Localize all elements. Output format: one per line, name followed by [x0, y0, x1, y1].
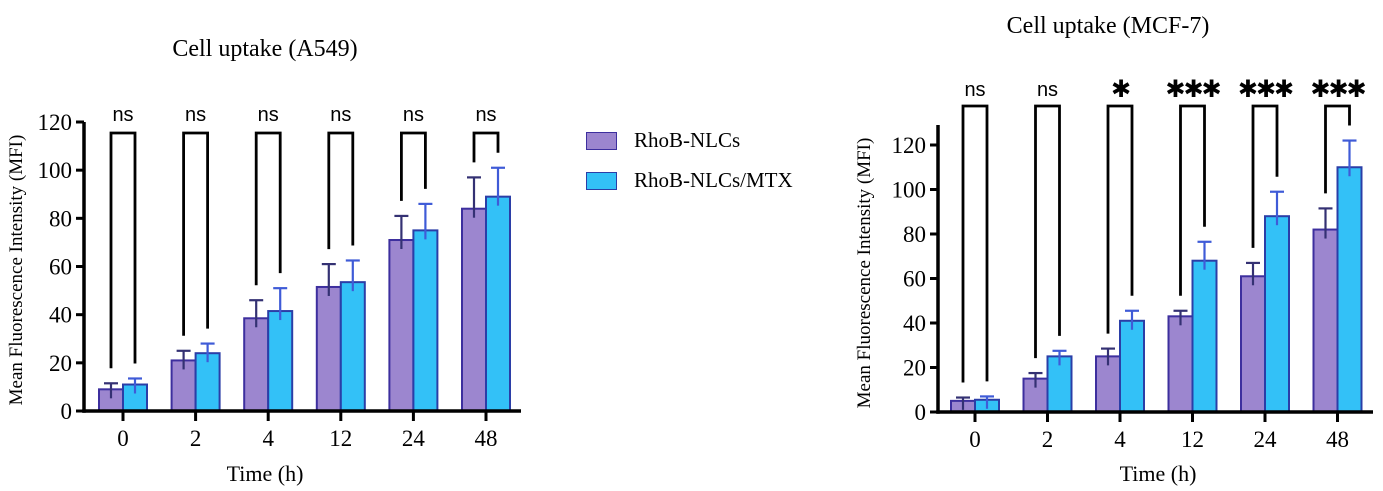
x-tick-label: 4 — [1114, 427, 1126, 452]
significance-bracket — [254, 131, 282, 286]
significance-label-ns: ns — [403, 104, 424, 126]
y-tick-label: 40 — [903, 311, 926, 336]
y-axis-label: Mean Fluorescence Intensity (MFI) — [6, 135, 27, 406]
significance-label-ns: ns — [258, 104, 279, 126]
significance-label-stars: ✱✱✱ — [1310, 76, 1365, 103]
x-tick-label: 0 — [117, 426, 129, 451]
x-tick-label: 12 — [1181, 427, 1204, 452]
significance-label-ns: ns — [964, 79, 985, 101]
y-tick-label: 80 — [903, 222, 926, 247]
y-tick-label: 20 — [903, 356, 926, 381]
y-tick-label: 60 — [903, 267, 926, 292]
legend-swatch-rhob-nlcs-mtx — [586, 171, 617, 190]
bar — [1240, 275, 1266, 413]
significance-bracket — [400, 131, 427, 201]
chart-mcf7: Cell uptake (MCF-7) Mean Fluorescence Int… — [854, 13, 1373, 486]
significance-bracket — [182, 131, 209, 336]
significance-bracket — [1034, 104, 1061, 359]
bar — [1312, 228, 1339, 413]
bar — [1336, 166, 1363, 413]
significance-bracket — [961, 104, 989, 383]
x-tick-label: 48 — [475, 426, 498, 451]
bar — [412, 229, 439, 412]
x-tick-label: 48 — [1326, 427, 1349, 452]
significance-bracket — [472, 131, 500, 163]
legend-label-rhob-nlcs: RhoB-NLCs — [634, 128, 741, 152]
x-tick-label: 12 — [329, 426, 352, 451]
significance-bracket — [1106, 104, 1134, 334]
legend-item-rhob-nlcs: RhoB-NLCs — [586, 128, 793, 152]
x-tick-label: 0 — [969, 427, 981, 452]
x-tick-label: 2 — [190, 426, 202, 451]
significance-label-ns: ns — [475, 104, 496, 126]
significance-bracket — [1324, 104, 1351, 194]
bar — [1167, 315, 1194, 414]
significance-bracket — [327, 131, 355, 250]
series-rhob-nlcs-mtx — [122, 166, 511, 413]
bar — [339, 281, 366, 413]
bar — [461, 207, 487, 412]
legend-label-rhob-nlcs-mtx: RhoB-NLCs/MTX — [634, 168, 793, 192]
y-tick-label: 20 — [49, 351, 72, 376]
significance-label-ns: ns — [330, 104, 351, 126]
y-tick-label: 60 — [49, 255, 72, 280]
significance-bracket — [109, 131, 137, 369]
significance-label-stars: ✱ — [1111, 76, 1130, 103]
x-tick-label: 24 — [1254, 427, 1278, 452]
y-tick-label: 40 — [49, 303, 72, 328]
chart-title: Cell uptake (MCF-7) — [1007, 13, 1210, 39]
x-axis-label: Time (h) — [1120, 461, 1197, 486]
chart-a549: Cell uptake (A549) Mean Fluorescence Inte… — [6, 36, 521, 486]
y-tick-label: 80 — [49, 206, 72, 231]
y-axis-label: Mean Fluorescence Intensity (MFI) — [854, 138, 875, 409]
bar — [388, 239, 415, 412]
bar — [315, 285, 342, 412]
legend: RhoB-NLCs RhoB-NLCs/MTX — [586, 128, 793, 192]
x-tick-label: 24 — [402, 426, 426, 451]
series-rhob-nlcs-mtx — [974, 139, 1363, 414]
y-tick-label: 0 — [61, 399, 73, 424]
chart-title: Cell uptake (A549) — [172, 36, 357, 62]
x-tick-label: 2 — [1042, 427, 1054, 452]
series-rhob-nlcs — [98, 176, 487, 413]
legend-item-rhob-nlcs-mtx: RhoB-NLCs/MTX — [586, 168, 793, 192]
significance-label-stars: ✱✱✱ — [1238, 76, 1293, 103]
significance-label-stars: ✱✱✱ — [1165, 76, 1220, 103]
y-tick-label: 120 — [892, 133, 927, 158]
y-tick-label: 100 — [38, 158, 73, 183]
significance-label-ns: ns — [1037, 79, 1058, 101]
significance-bracket — [1179, 104, 1206, 296]
bar — [1191, 259, 1218, 414]
legend-swatch-rhob-nlcs — [586, 131, 617, 150]
bar — [1119, 319, 1145, 413]
x-tick-label: 4 — [262, 426, 274, 451]
bar — [1264, 215, 1290, 413]
bar — [243, 317, 270, 413]
significance-label-ns: ns — [185, 104, 206, 126]
significance-label-ns: ns — [112, 104, 133, 126]
y-tick-label: 120 — [38, 110, 73, 135]
significance-bracket — [1251, 104, 1279, 248]
y-tick-label: 0 — [915, 400, 927, 425]
bar — [267, 310, 294, 412]
y-tick-label: 100 — [892, 178, 927, 203]
bar — [485, 195, 511, 412]
x-axis-label: Time (h) — [227, 461, 304, 486]
